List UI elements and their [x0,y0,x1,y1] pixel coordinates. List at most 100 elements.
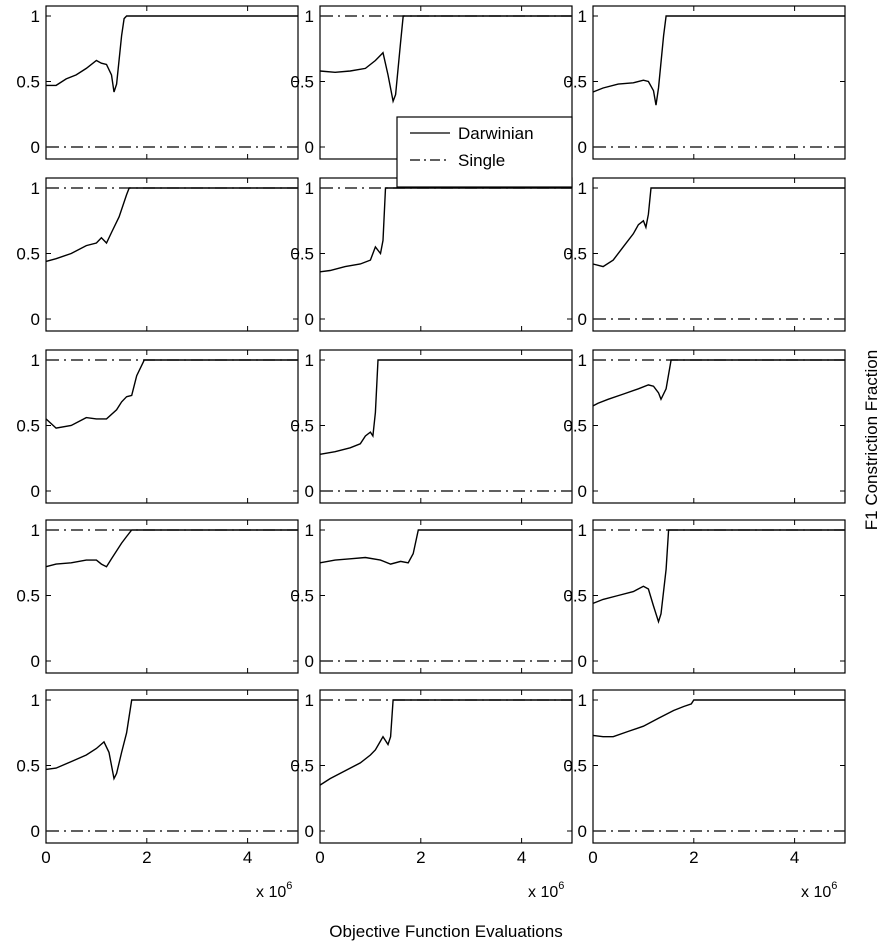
x-axis-label: Objective Function Evaluations [329,922,562,941]
y-tick-label: 0.5 [290,245,314,264]
darwinian-series-line [45,699,298,781]
y-tick-label: 0 [31,822,40,841]
y-tick-label: 1 [578,7,587,26]
x-tick-label: 0 [315,848,324,867]
y-tick-label: 0 [305,482,314,501]
y-tick-label: 0 [31,652,40,671]
legend-box [396,116,573,188]
darwinian-series-line [319,359,572,455]
y-tick-label: 1 [31,691,40,710]
y-tick-label: 1 [578,521,587,540]
y-tick-label: 0 [578,138,587,157]
darwinian-series-line [46,15,298,93]
y-tick-label: 0 [578,652,587,671]
x-tick-label: 2 [689,848,698,867]
plot-frame [45,349,299,504]
plot-frame [45,689,299,844]
legend: Darwinian Single [396,116,573,188]
y-tick-label: 1 [31,351,40,370]
y-axis-label: F1 Constriction Fraction [862,350,881,530]
y-tick-label: 1 [578,179,587,198]
y-tick-label: 0.5 [290,757,314,776]
darwinian-series-line [592,359,845,407]
panel-3-3: 00.51 [563,349,846,504]
darwinian-series-line [45,359,298,429]
y-tick-label: 0.5 [16,587,40,606]
x-tick-label: 0 [588,848,597,867]
panel-4-2: 00.51 [290,519,573,674]
legend-darwinian-label: Darwinian [458,124,534,143]
darwinian-series-line [45,529,298,568]
y-tick-label: 0.5 [16,757,40,776]
plot-frame [319,689,573,844]
x-tick-label: 4 [790,848,799,867]
y-tick-label: 0 [305,138,314,157]
plot-frame [592,349,846,504]
y-tick-label: 1 [305,521,314,540]
plot-frame [45,5,299,160]
panel-5-2: 0 0.5 1 0 2 4 [290,689,573,867]
y-tick-label: 0.5 [290,587,314,606]
y-tick-label: 0 [305,310,314,329]
panel-1-3: 00.51 [563,5,846,160]
y-tick-label: 0.5 [16,73,40,92]
plot-frame [319,519,573,674]
darwinian-series-line [592,699,845,738]
y-tick-label: 0 [305,822,314,841]
y-tick-label: 0.5 [563,245,587,264]
y-tick-label: 1 [305,691,314,710]
y-tick-label: 1 [305,351,314,370]
darwinian-series-line [319,699,572,786]
panel-5-1: 0 0.5 1 0 2 4 [16,689,299,867]
x-multiplier-exp: 6 [831,880,837,892]
plot-frame [592,689,846,844]
y-tick-label: 0.5 [563,757,587,776]
plot-frame [319,349,573,504]
panel-2-1: 00.51 [16,177,299,332]
y-tick-label: 0.5 [16,417,40,436]
x-tick-label: 4 [243,848,252,867]
x-tick-label: 2 [416,848,425,867]
plot-frame [592,519,846,674]
panel-3-1: 00.51 [16,349,299,504]
x-multiplier-col2: x 106 [528,880,564,901]
x-multiplier-prefix: x 10 [256,884,286,901]
y-tick-label: 0 [578,310,587,329]
darwinian-series-line [592,529,845,625]
plot-frame [45,519,299,674]
y-tick-label: 1 [31,521,40,540]
panel-4-3: 00.51 [563,519,846,674]
darwinian-series-line [319,529,572,565]
y-tick-label: 1 [31,7,40,26]
y-tick-label: 1 [578,691,587,710]
panel-2-2: 00.51 [290,177,573,332]
y-tick-label: 0.5 [290,73,314,92]
y-tick-label: 1 [578,351,587,370]
y-tick-label: 1 [305,179,314,198]
x-multiplier-col3: x 106 [801,880,837,901]
y-tick-label: 1 [31,179,40,198]
y-tick-label: 0.5 [563,417,587,436]
x-tick-label: 0 [41,848,50,867]
darwinian-series-line [319,15,572,104]
y-tick-label: 1 [305,7,314,26]
x-tick-label: 4 [517,848,526,867]
panel-5-3: 0 0.5 1 0 2 4 [563,689,846,867]
y-tick-label: 0 [31,310,40,329]
panel-4-1: 00.51 [16,519,299,674]
panel-2-3: 00.51 [563,177,846,332]
panel-1-1: 00.51 [16,5,299,160]
plot-frame [592,177,846,332]
x-multiplier-prefix: x 10 [801,884,831,901]
y-tick-label: 0.5 [290,417,314,436]
panels-group: 00.5100.5100.5100.5100.5100.5100.5100.51… [16,5,846,867]
y-tick-label: 0.5 [563,587,587,606]
plot-frame [45,177,299,332]
y-tick-label: 0 [578,822,587,841]
plot-frame [319,177,573,332]
darwinian-series-line [45,187,298,263]
y-tick-label: 0.5 [16,245,40,264]
legend-single-label: Single [458,151,505,170]
x-multiplier-exp: 6 [286,880,292,892]
